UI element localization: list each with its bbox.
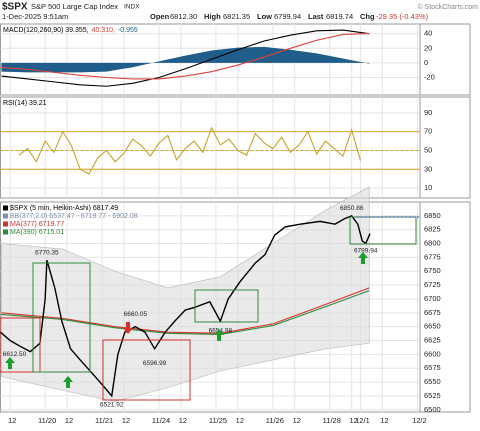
y-tick-label: 6600 bbox=[424, 349, 441, 358]
quote-value: 6821.35 bbox=[223, 12, 250, 21]
y-tick-label: 6575 bbox=[424, 363, 441, 372]
quote-label: Last bbox=[308, 12, 324, 21]
y-tick-label: 6625 bbox=[424, 336, 441, 345]
x-tick-label: 12/1 bbox=[355, 416, 370, 425]
legend-swatch bbox=[3, 229, 8, 235]
x-tick-label: 12 bbox=[179, 416, 187, 425]
signal-arrows bbox=[5, 252, 368, 388]
buy-arrow bbox=[5, 357, 15, 369]
y-tick-label: -20 bbox=[424, 72, 435, 81]
y-tick-label: 6800 bbox=[424, 239, 441, 248]
price-annotation: 6850.86 bbox=[340, 205, 364, 212]
y-tick-label: 20 bbox=[424, 43, 432, 52]
buy-arrow bbox=[63, 376, 73, 388]
plot-area: 40 20 0 -20 MACD(120,260,90) 39.355, 40.310, -… bbox=[0, 23, 471, 425]
quote-change: -29.35 (-0.43%) bbox=[376, 12, 429, 21]
y-tick-label: 40 bbox=[424, 29, 432, 38]
x-tick-label: 12 bbox=[380, 416, 388, 425]
x-tick-label: 11/25 bbox=[209, 416, 227, 425]
price-annotation: 6799.94 bbox=[354, 247, 378, 254]
quote-label: Open bbox=[150, 12, 170, 21]
x-tick-label: 11/28 bbox=[323, 416, 341, 425]
y-tick-label: 6650 bbox=[424, 322, 441, 331]
pattern-box bbox=[32, 262, 91, 373]
y-tick-label: 10 bbox=[424, 183, 432, 192]
symbol: $SPX bbox=[2, 2, 28, 13]
buy-arrow bbox=[358, 252, 368, 264]
index-name: S&P 500 Large Cap Index bbox=[31, 2, 118, 11]
series-line bbox=[1, 287, 370, 334]
legend-text: 40.310, bbox=[92, 27, 115, 34]
series-line bbox=[18, 126, 361, 175]
x-tick-label: 12 bbox=[350, 416, 358, 425]
date: 1-Dec-2025 9:51am bbox=[2, 12, 68, 21]
price-annotation: 6596.99 bbox=[143, 360, 167, 367]
legend-text: $SPX (5 min, Heikin-Ashi) 6817.49 bbox=[10, 205, 118, 212]
y-tick-label: 6725 bbox=[424, 280, 441, 289]
credit: © StockCharts.com bbox=[418, 3, 479, 11]
legend-swatch bbox=[3, 205, 8, 211]
quote-label: Low bbox=[257, 12, 272, 21]
x-tick-label: 12/2 bbox=[412, 416, 427, 425]
sell-arrow bbox=[123, 322, 133, 334]
x-tick-label: 11/21 bbox=[95, 416, 113, 425]
price-annotation: 6612.50 bbox=[3, 351, 27, 358]
y-tick-label: 6750 bbox=[424, 266, 441, 275]
pattern-box bbox=[194, 289, 259, 323]
bollinger-band bbox=[1, 186, 370, 402]
pattern-boxes bbox=[0, 216, 420, 401]
y-tick-label: 90 bbox=[424, 108, 432, 117]
quote-label: High bbox=[204, 12, 221, 21]
series-line bbox=[0, 215, 371, 398]
series-line bbox=[1, 32, 370, 80]
quote-value: 6819.74 bbox=[326, 12, 353, 21]
legend-swatch bbox=[3, 213, 8, 219]
y-tick-label: 0 bbox=[424, 58, 428, 67]
price-annotation: 6660.05 bbox=[124, 311, 148, 318]
y-tick-label: 6525 bbox=[424, 391, 441, 400]
legend-text: -0.955 bbox=[118, 27, 138, 34]
y-tick-label: 6675 bbox=[424, 308, 441, 317]
series-line bbox=[1, 29, 370, 87]
y-tick-label: 70 bbox=[424, 127, 432, 136]
x-tick-label: 12 bbox=[8, 416, 16, 425]
quote-value: 6799.94 bbox=[274, 12, 301, 21]
x-tick-label: 11/24 bbox=[152, 416, 170, 425]
x-tick-label: 12 bbox=[236, 416, 244, 425]
legend-text: BB(377,2.0) 6537.47 - 6719.77 - 6902.08 bbox=[10, 213, 138, 220]
legend-text: MA(390) 6715.01 bbox=[10, 229, 64, 236]
buy-arrow bbox=[214, 329, 224, 341]
pattern-box bbox=[0, 317, 41, 373]
legend-text: RSI(14) 39.21 bbox=[3, 100, 47, 107]
y-tick-label: 6850 bbox=[424, 211, 441, 220]
y-tick-label: 6550 bbox=[424, 377, 441, 386]
x-tick-label: 12 bbox=[65, 416, 73, 425]
price-annotation: 6770.35 bbox=[35, 250, 59, 257]
y-tick-label: 6775 bbox=[424, 252, 441, 261]
y-tick-label: 6700 bbox=[424, 294, 441, 303]
legend-swatch bbox=[3, 221, 8, 227]
x-tick-label: 11/20 bbox=[38, 416, 56, 425]
exchange: INDX bbox=[124, 4, 140, 11]
price-annotation: 6521.92 bbox=[100, 401, 124, 408]
y-tick-label: 6825 bbox=[424, 225, 441, 234]
quote-label: Chg bbox=[360, 12, 375, 21]
quote-value: 6812.30 bbox=[170, 12, 197, 21]
legend-text: MA(377) 6719.77 bbox=[10, 221, 64, 228]
x-tick-label: 12 bbox=[122, 416, 130, 425]
pattern-box bbox=[102, 339, 191, 401]
x-tick-label: 11/26 bbox=[266, 416, 284, 425]
y-tick-label: 50 bbox=[424, 145, 432, 154]
series-line bbox=[1, 290, 370, 335]
x-tick-label: 12 bbox=[293, 416, 301, 425]
legend-text: MACD(120,260,90) 39.355, bbox=[3, 27, 89, 34]
y-tick-label: 30 bbox=[424, 164, 432, 173]
y-tick-label: 6500 bbox=[424, 405, 441, 414]
